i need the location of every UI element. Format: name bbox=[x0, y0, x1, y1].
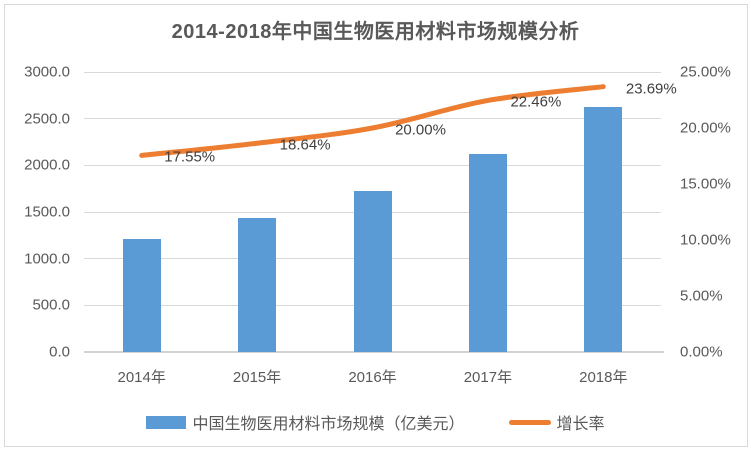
y-axis-right-tick-label: 25.00% bbox=[680, 63, 731, 81]
legend-bar-swatch bbox=[146, 415, 187, 429]
y-axis-right-tick-label: 10.00% bbox=[680, 231, 731, 249]
y-axis-left-tick-label: 3000.0 bbox=[24, 63, 70, 81]
bar-2018年 bbox=[584, 107, 623, 352]
growth-rate-point-label: 17.55% bbox=[164, 148, 216, 166]
bar-2016年 bbox=[353, 190, 392, 352]
x-axis-category-label: 2017年 bbox=[463, 369, 513, 386]
gridline bbox=[84, 71, 661, 73]
y-axis-left-tick-label: 0.0 bbox=[49, 343, 70, 361]
y-axis-left-tick-label: 500.0 bbox=[32, 296, 70, 314]
legend-label-growth-rate: 增长率 bbox=[556, 416, 605, 433]
y-axis-right-tick-label: 15.00% bbox=[680, 175, 731, 193]
chart-frame-border bbox=[4, 4, 748, 447]
y-axis-left-tick-label: 1500.0 bbox=[24, 203, 70, 221]
x-axis-category-label: 2014年 bbox=[117, 369, 166, 386]
legend-item-growth-rate: 增长率 bbox=[508, 410, 605, 434]
x-axis-category-label: 2015年 bbox=[232, 369, 282, 386]
bar-2015年 bbox=[238, 217, 277, 352]
y-axis-right-tick-label: 20.00% bbox=[680, 119, 731, 137]
growth-rate-point-label: 18.64% bbox=[279, 136, 331, 154]
legend-item-market-size: 中国生物医用材料市场规模（亿美元） bbox=[146, 410, 465, 434]
legend: 中国生物医用材料市场规模（亿美元） 增长率 bbox=[0, 408, 751, 436]
growth-rate-point-label: 22.46% bbox=[510, 93, 562, 111]
y-axis-right-tick-label: 0.00% bbox=[680, 343, 723, 361]
legend-label-market-size: 中国生物医用材料市场规模（亿美元） bbox=[192, 416, 465, 433]
y-axis-left-tick-label: 2000.0 bbox=[24, 156, 70, 174]
growth-rate-point-label: 23.69% bbox=[625, 80, 677, 98]
y-axis-left-tick-label: 1000.0 bbox=[24, 250, 70, 268]
x-axis-category-label: 2016年 bbox=[348, 369, 397, 386]
legend-line-swatch bbox=[508, 419, 551, 425]
growth-rate-line-svg bbox=[139, 84, 606, 158]
y-axis-right-tick-label: 5.00% bbox=[680, 287, 723, 305]
growth-rate-line bbox=[139, 84, 606, 158]
gridline bbox=[84, 164, 661, 166]
bar-2017年 bbox=[468, 154, 507, 352]
bar-2014年 bbox=[122, 238, 161, 352]
x-axis-line bbox=[84, 351, 664, 353]
gridline bbox=[84, 118, 661, 120]
y-axis-left-tick-label: 2500.0 bbox=[24, 110, 70, 128]
growth-rate-point-label: 20.00% bbox=[395, 121, 446, 139]
x-axis-category-label: 2018年 bbox=[579, 369, 628, 386]
chart-title: 2014-2018年中国生物医用材料市场规模分析 bbox=[171, 21, 580, 43]
